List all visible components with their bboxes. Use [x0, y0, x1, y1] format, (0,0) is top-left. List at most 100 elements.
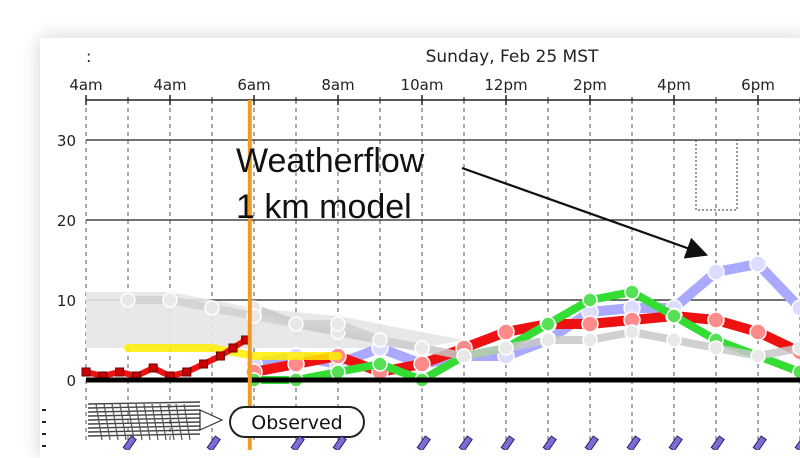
wind-direction-marker: [416, 435, 431, 450]
series-point-2: [792, 364, 800, 380]
series-point-4: [414, 340, 430, 356]
x-tick-label: 12pm: [484, 76, 527, 94]
wind-direction-glyph: [206, 435, 221, 450]
annotation-line-2: 1 km model: [236, 188, 412, 226]
wind-direction-marker: [542, 435, 557, 450]
x-tick-label: 4am: [69, 76, 102, 94]
series-point-2: [330, 364, 346, 380]
observed-wind-barb-tick: [111, 403, 119, 441]
observed-point: [115, 367, 125, 377]
series-point-3: [708, 340, 724, 356]
observed-point: [199, 359, 209, 369]
x-tick-label: 6am: [237, 76, 270, 94]
observed-wind-barb: [87, 401, 201, 405]
wind-direction-glyph: [794, 435, 800, 450]
observed-wind-barb-tick: [119, 403, 127, 441]
y-tick-label: 20: [57, 212, 76, 230]
wind-direction-marker: [122, 435, 137, 450]
observed-wind-barb-tick: [103, 403, 111, 441]
series-point-2: [540, 316, 556, 332]
x-tick-label: 10am: [401, 76, 444, 94]
observed-wind-barb: [87, 409, 201, 413]
series-point-0: [707, 263, 725, 281]
left-marker: :: [86, 47, 91, 66]
wind-direction-marker: [710, 435, 725, 450]
series-point-3: [624, 324, 640, 340]
observed-wind-barb: [87, 413, 201, 417]
series-point-4: [204, 300, 220, 316]
observed-wind-barb-tick: [95, 403, 103, 441]
observed-wind-barb-tick: [175, 403, 183, 441]
wind-direction-marker: [584, 435, 599, 450]
series-point-1: [413, 355, 431, 373]
observed-label-box: [229, 406, 365, 438]
series-point-3: [540, 332, 556, 348]
wind-direction-glyph: [290, 435, 305, 450]
wind-direction-glyph: [122, 435, 137, 450]
wind-direction-marker: [668, 435, 683, 450]
series-point-4: [162, 292, 178, 308]
observed-wind-barb-tick: [127, 403, 135, 441]
wind-direction-glyph: [626, 435, 641, 450]
series-point-0: [791, 299, 800, 317]
series-point-1: [749, 323, 767, 341]
wind-direction-marker: [332, 435, 347, 450]
observed-point: [148, 363, 158, 373]
observed-point: [215, 351, 225, 361]
observed-wind-barb: [87, 425, 201, 429]
observed-wind-barb-tick: [167, 403, 175, 441]
dotted-box: [695, 139, 738, 211]
annotation-line-1: Weatherflow: [236, 142, 425, 180]
series-point-4: [288, 316, 304, 332]
wind-direction-marker: [752, 435, 767, 450]
series-point-1: [497, 323, 515, 341]
chart-title: Sunday, Feb 25 MST: [426, 47, 599, 67]
wind-direction-marker: [458, 435, 473, 450]
x-tick-label: 4am: [153, 76, 186, 94]
observed-wind-barb-tick: [143, 403, 151, 441]
observed-point: [81, 367, 91, 377]
plot-area: [86, 100, 800, 444]
wind-direction-marker: [794, 435, 800, 450]
observed-point: [228, 343, 238, 353]
x-tick-label: 4pm: [657, 76, 691, 94]
x-tick-label: 6pm: [741, 76, 775, 94]
x-tick-label: 8am: [321, 76, 354, 94]
observed-label: Observed: [251, 412, 342, 434]
wind-direction-glyph: [584, 435, 599, 450]
series-point-3: [792, 340, 800, 356]
series-point-2: [624, 284, 640, 300]
series-point-4: [372, 332, 388, 348]
series-point-2: [582, 292, 598, 308]
wind-direction-glyph: [458, 435, 473, 450]
series-point-3: [666, 332, 682, 348]
wind-direction-marker: [206, 435, 221, 450]
series-point-1: [581, 315, 599, 333]
wind-direction-glyph: [752, 435, 767, 450]
observed-wind-barb-tick: [159, 403, 167, 441]
series-point-4: [330, 316, 346, 332]
series-point-3: [750, 348, 766, 364]
y-tick-label: 0: [66, 372, 76, 390]
wind-direction-marker: [290, 435, 305, 450]
wind-direction-glyph: [332, 435, 347, 450]
observed-wind-barb: [87, 429, 201, 433]
observed-wind-barb: [87, 421, 201, 425]
wind-direction-glyph: [542, 435, 557, 450]
series-point-4: [120, 292, 136, 308]
series-point-1: [707, 311, 725, 329]
series-point-3: [582, 332, 598, 348]
series-point-3: [498, 340, 514, 356]
observed-point: [182, 367, 192, 377]
wind-direction-glyph: [710, 435, 725, 450]
y-tick-label: 30: [57, 132, 76, 150]
wind-direction-glyph: [500, 435, 515, 450]
wind-direction-glyph: [416, 435, 431, 450]
observed-pointer: [199, 409, 224, 431]
wind-direction-marker: [500, 435, 515, 450]
wind-direction-marker: [626, 435, 641, 450]
series-point-3: [456, 348, 472, 364]
annotation-arrow: [461, 166, 709, 259]
